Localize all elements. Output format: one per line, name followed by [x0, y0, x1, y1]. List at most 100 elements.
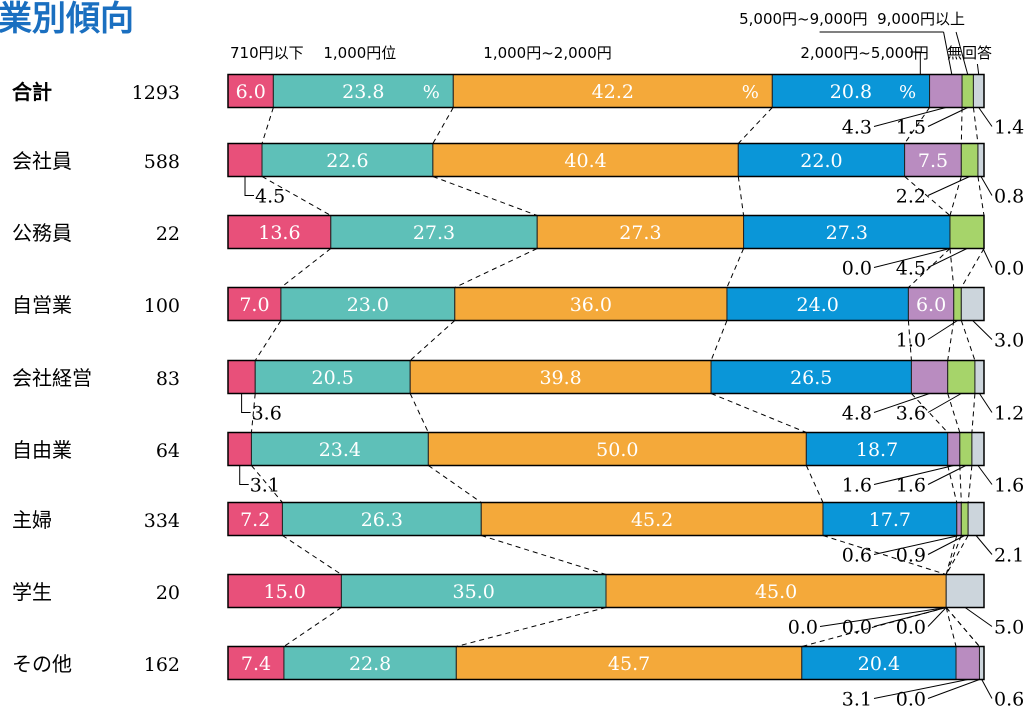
count-label: 162 — [144, 654, 180, 676]
data-label: 27.3 — [619, 222, 661, 244]
bar-segment — [947, 360, 976, 394]
connector-line — [822, 535, 947, 575]
connector-line — [805, 465, 824, 503]
bar-segment — [971, 432, 985, 466]
connector-line — [801, 607, 947, 647]
leader-line — [975, 535, 993, 555]
connector-line — [726, 248, 745, 288]
leader-line — [980, 176, 993, 196]
percent-mark: % — [423, 82, 440, 103]
leader-line — [979, 393, 993, 413]
leader-line — [982, 248, 993, 268]
data-label: 20.4 — [858, 653, 900, 675]
bar-segment — [960, 143, 979, 177]
connector-line — [254, 320, 282, 361]
leader-line — [927, 248, 968, 268]
data-label: 17.7 — [869, 509, 911, 531]
bar-segment — [254, 360, 411, 394]
connector-line — [947, 465, 958, 503]
bar-segment — [432, 143, 739, 177]
leader-lines — [239, 107, 993, 699]
connector-line — [907, 320, 912, 361]
data-label: 35.0 — [453, 581, 495, 603]
external-data-label: 3.6 — [896, 403, 926, 425]
data-label: 24.0 — [797, 294, 839, 316]
data-label: 22.6 — [326, 150, 368, 172]
data-label: 6.0 — [916, 294, 946, 316]
external-data-label: 3.0 — [994, 330, 1024, 352]
connector-line — [949, 176, 962, 216]
bar-segment — [227, 74, 274, 108]
legend-label: 710円以下 — [230, 44, 304, 62]
bar-segment — [974, 360, 985, 394]
data-label: 26.3 — [361, 509, 403, 531]
bar-segment — [960, 287, 985, 321]
data-label: 18.7 — [856, 439, 898, 461]
connector-line — [456, 607, 607, 647]
data-label: 7.2 — [240, 509, 270, 531]
legend-leader — [943, 31, 953, 75]
leader-line — [873, 248, 951, 268]
category-label: 公務員 — [12, 221, 72, 245]
connector-line — [904, 107, 930, 144]
bar-segment — [227, 574, 342, 608]
percent-mark: % — [899, 82, 916, 103]
data-label: 26.5 — [790, 367, 832, 389]
leader-line — [964, 607, 993, 627]
leader-line — [873, 607, 947, 627]
connector-line — [972, 107, 979, 144]
external-data-label: 0.0 — [842, 258, 872, 280]
leader-line — [873, 535, 960, 555]
category-label: 主婦 — [12, 508, 52, 532]
bar-segment — [977, 143, 985, 177]
leader-line — [927, 679, 980, 699]
category-label: 自営業 — [12, 293, 72, 317]
category-label: 自由業 — [12, 438, 72, 462]
data-label: 45.0 — [755, 581, 797, 603]
connector-line — [710, 320, 728, 361]
bar-segment — [536, 215, 745, 249]
connector-line — [710, 393, 807, 433]
count-label: 20 — [156, 582, 180, 604]
external-data-label: 3.1 — [842, 689, 872, 709]
leader-line — [873, 393, 930, 413]
data-label: 15.0 — [264, 581, 306, 603]
connector-lines — [250, 107, 985, 647]
connector-line — [280, 248, 332, 288]
leader-line — [927, 176, 970, 196]
bar-segment — [929, 74, 963, 108]
count-label: 334 — [144, 510, 180, 532]
category-label: その他 — [12, 652, 72, 676]
bar-segment — [822, 502, 958, 536]
bar-outline — [227, 359, 985, 395]
external-data-label: 4.3 — [842, 117, 872, 139]
data-label: 40.4 — [564, 150, 606, 172]
external-data-label: 0.8 — [994, 186, 1024, 208]
external-data-label: 1.6 — [842, 475, 872, 497]
connector-line — [250, 393, 256, 433]
legend-leader — [976, 63, 980, 75]
connector-line — [261, 176, 332, 216]
bar-segment — [272, 74, 454, 108]
connector-line — [947, 320, 955, 361]
bar-segment — [227, 143, 263, 177]
bar-segment — [283, 646, 457, 680]
count-label: 588 — [144, 151, 180, 173]
data-label: 7.5 — [918, 150, 948, 172]
connector-line — [959, 465, 962, 503]
connector-line — [432, 176, 538, 216]
bar-outline — [227, 73, 985, 109]
bar-outline — [227, 142, 985, 178]
data-label: 23.4 — [319, 439, 361, 461]
external-data-label: 1.2 — [994, 403, 1024, 425]
category-label: 合計 — [12, 80, 52, 104]
bar-segment — [967, 502, 985, 536]
legend-label: 無回答 — [947, 44, 992, 62]
bar-segment — [454, 287, 728, 321]
external-data-label: 4.8 — [842, 403, 872, 425]
external-data-label: 2.1 — [994, 545, 1024, 567]
bar-segment — [452, 74, 773, 108]
bar-outline — [227, 286, 985, 322]
bar-segment — [907, 287, 955, 321]
